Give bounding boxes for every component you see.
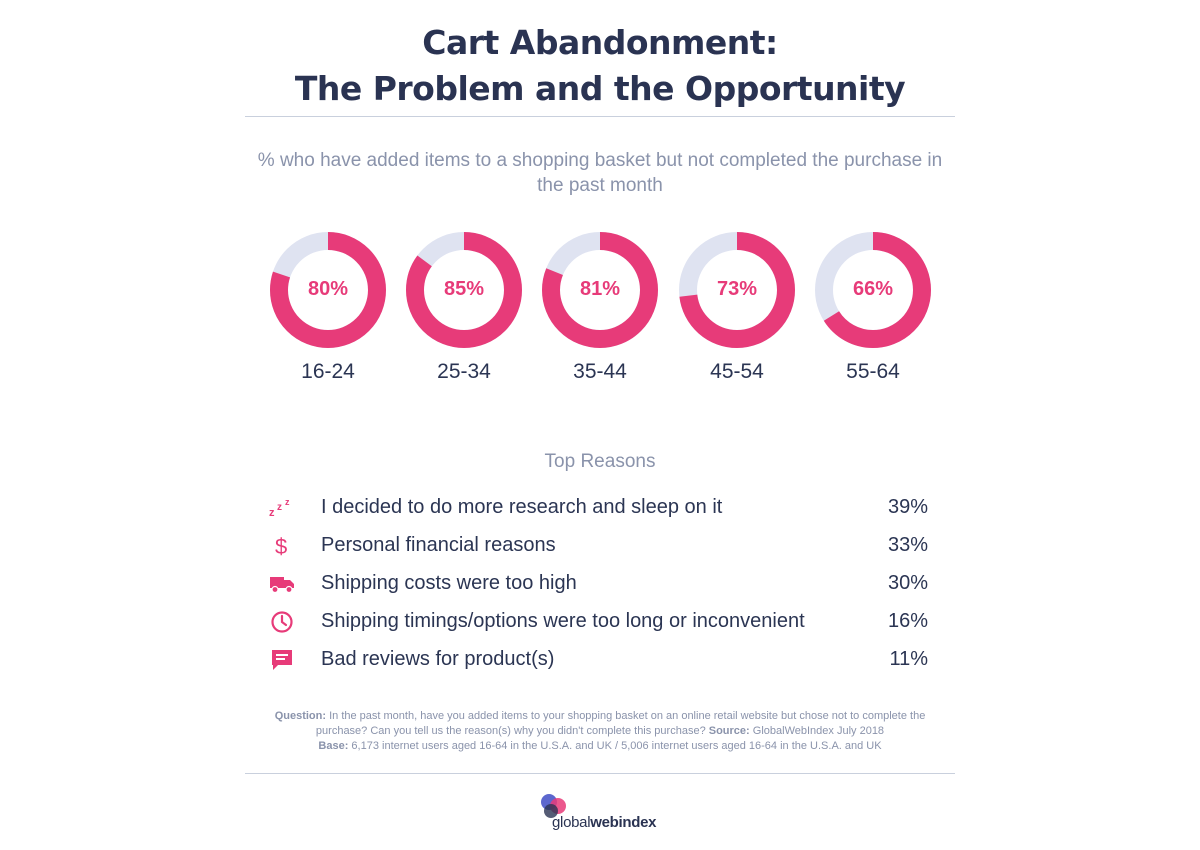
reason-value: 11%: [889, 648, 928, 670]
footnotes: Question: In the past month, have you ad…: [250, 709, 950, 754]
reason-row: $ Personal financial reasons 33%: [262, 531, 942, 561]
chart-subtitle: % who have added items to a shopping bas…: [257, 150, 943, 196]
reason-value: 39%: [887, 496, 928, 518]
donut-value-arc: [815, 232, 931, 348]
reason-value: 33%: [887, 534, 928, 556]
source-label: Source:: [708, 725, 750, 737]
title-line-2: The Problem and the Opportunity: [294, 69, 906, 108]
globalwebindex-logo: globalwebindex: [530, 790, 680, 835]
reason-label: Shipping timings/options were too long o…: [321, 610, 805, 632]
reason-row: Bad reviews for product(s) 11%: [262, 645, 942, 675]
reason-value: 30%: [887, 572, 928, 594]
title-line-1: Cart Abandonment:: [422, 23, 778, 62]
top-divider: [245, 116, 955, 117]
donut-value-arc: [406, 232, 522, 348]
reason-row: Shipping costs were too high 30%: [262, 569, 942, 599]
source-text: GlobalWebIndex July 2018: [752, 725, 885, 737]
svg-text:$: $: [275, 534, 287, 558]
reason-label: Personal financial reasons: [321, 534, 556, 556]
svg-text:z: z: [277, 502, 282, 513]
logo-text-global: global: [552, 814, 591, 831]
dollar-icon: $: [268, 533, 296, 559]
donut-ring: [679, 232, 795, 348]
reason-label: I decided to do more research and sleep …: [321, 496, 723, 518]
reasons-heading: Top Reasons: [544, 451, 656, 472]
donut-55-64: 66% 55-64: [813, 230, 933, 383]
donut-25-34: 85% 25-34: [404, 230, 524, 383]
page-title: Cart Abandonment: The Problem and the Op…: [0, 20, 1200, 112]
donut-category-label: 35-44: [573, 360, 627, 383]
donut-category-label: 16-24: [301, 360, 355, 383]
base-label: Base:: [318, 740, 349, 752]
donut-value-label: 85%: [443, 278, 485, 300]
donut-16-24: 80% 16-24: [268, 230, 388, 383]
donut-ring: [270, 232, 386, 348]
donut-value-label: 73%: [716, 278, 758, 300]
logo-mark-icon: [541, 794, 566, 818]
donut-category-label: 25-34: [437, 360, 491, 383]
donut-value-label: 66%: [852, 278, 894, 300]
donut-ring: [406, 232, 522, 348]
donut-value-arc: [270, 232, 386, 348]
reason-value: 16%: [887, 610, 928, 632]
logo-wordmark: globalwebindex: [552, 814, 656, 831]
reason-row: Shipping timings/options were too long o…: [262, 607, 942, 637]
donut-value-arc: [542, 232, 658, 348]
donut-value-arc: [679, 232, 795, 348]
donut-45-54: 73% 45-54: [677, 230, 797, 383]
donut-category-label: 55-64: [846, 360, 900, 383]
question-text: In the past month, have you added items …: [315, 710, 926, 737]
svg-text:z: z: [269, 507, 275, 519]
logo-text-webindex: webindex: [590, 814, 657, 831]
donut-35-44: 81% 35-44: [540, 230, 660, 383]
svg-text:z: z: [285, 497, 290, 507]
donut-ring: [815, 232, 931, 348]
donut-category-label: 45-54: [710, 360, 764, 383]
question-label: Question:: [274, 710, 327, 722]
review-comment-icon: [268, 647, 296, 673]
reason-label: Shipping costs were too high: [321, 572, 577, 594]
donut-ring: [542, 232, 658, 348]
truck-icon: [268, 571, 296, 597]
bottom-divider: [245, 773, 955, 774]
donut-value-label: 80%: [307, 278, 349, 300]
clock-icon: [268, 609, 296, 635]
donut-value-label: 81%: [579, 278, 621, 300]
base-text: 6,173 internet users aged 16-64 in the U…: [351, 740, 882, 752]
reason-label: Bad reviews for product(s): [321, 648, 555, 670]
